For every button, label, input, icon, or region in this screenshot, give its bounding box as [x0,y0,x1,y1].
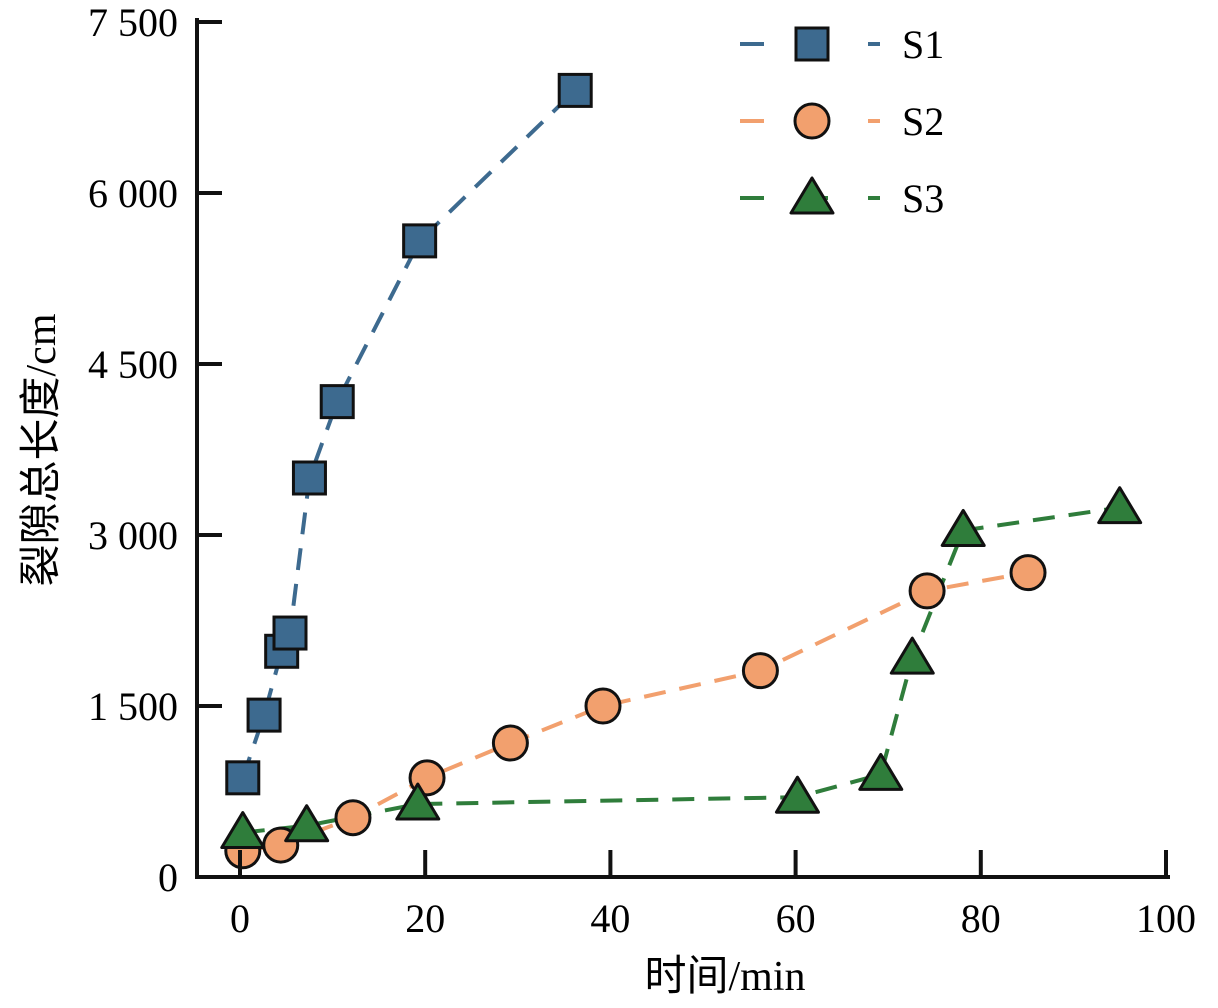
legend-label-S2: S2 [902,99,944,144]
series-line-S1 [240,88,577,779]
data-point-S2 [584,687,622,725]
x-tick-label: 100 [1136,896,1196,941]
data-point-S1 [225,760,261,796]
data-point-S2 [741,652,779,690]
y-tick-label: 1 500 [88,684,178,729]
series-line-S3 [242,505,1120,835]
x-tick-label: 80 [961,896,1001,941]
y-tick-label: 6 000 [88,171,178,216]
data-point-S3 [774,775,820,814]
legend-label-S1: S1 [902,22,944,67]
data-point-S1 [319,384,355,420]
data-point-S1 [291,460,327,496]
ticks: 0 1 500 3 000 4 500 6 000 7 500 0 20 40 60 80 100 [88,0,1196,941]
data-point-S3 [284,804,330,843]
x-axis-label: 时间/min [644,954,805,1000]
series-lines [240,88,1120,853]
x-tick-label: 40 [590,896,630,941]
data-point-S2 [334,799,372,837]
data-point-S3 [1097,486,1143,525]
y-tick-label: 4 500 [88,342,178,387]
legend-marker-S3 [789,176,835,215]
legend: S1 S2 S3 [740,22,944,221]
legend-label-S3: S3 [902,176,944,221]
data-point-S1 [557,72,593,108]
y-tick-label: 0 [158,855,178,900]
y-tick-label: 3 000 [88,513,178,558]
legend-marker-S2 [793,102,831,140]
data-point-S2 [908,572,946,610]
x-tick-label: 60 [776,896,816,941]
y-tick-label: 7 500 [88,0,178,45]
data-point-S3 [395,782,441,821]
data-point-S1 [246,697,282,733]
data-point-S1 [402,223,438,259]
data-point-S3 [220,811,266,850]
data-point-S1 [272,615,308,651]
y-axis-label: 裂隙总长度/cm [19,313,65,586]
x-tick-label: 20 [405,896,445,941]
data-point-S2 [1009,554,1047,592]
data-point-S3 [889,636,935,675]
data-point-S2 [491,724,529,762]
x-tick-label: 0 [230,896,250,941]
series-markers [220,72,1143,870]
legend-marker-S1 [794,26,830,62]
data-point-S3 [940,508,986,547]
data-point-S3 [858,752,904,791]
